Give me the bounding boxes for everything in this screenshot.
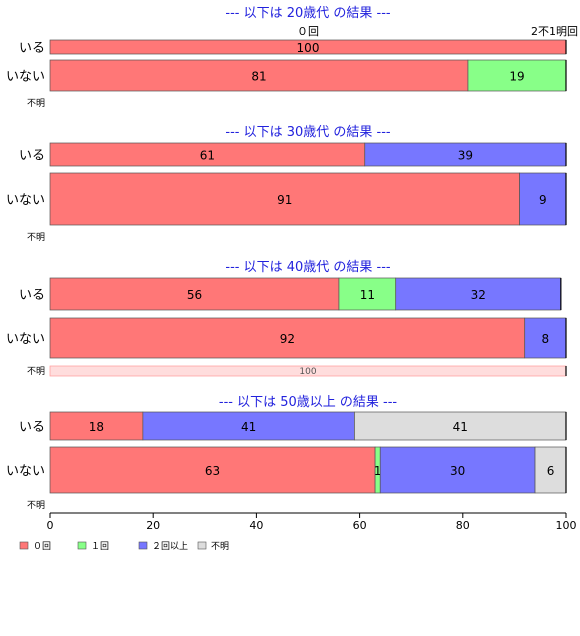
- bar-segment: [467, 59, 567, 92]
- data-label: 100: [299, 367, 316, 377]
- row-label: 不明: [27, 500, 45, 511]
- data-label: 81: [251, 70, 266, 84]
- data-label: 30: [450, 464, 465, 478]
- x-tick-label: 40: [249, 519, 263, 532]
- bar-segment: [534, 446, 567, 494]
- panel-title: --- 以下は 20歳代 の結果 ---: [225, 6, 391, 21]
- legend-swatch: [197, 541, 207, 550]
- bar-segment: [338, 277, 397, 311]
- data-label: 63: [205, 464, 220, 478]
- row-label: いる: [19, 41, 45, 56]
- top-label-right: 2不1明回: [531, 25, 578, 38]
- x-tick-label: 80: [456, 519, 470, 532]
- data-label: 1: [374, 464, 382, 478]
- x-tick-label: 100: [556, 519, 577, 532]
- bar-segment: [49, 317, 526, 359]
- row-label: いない: [6, 70, 45, 85]
- legend-label: １回: [91, 541, 109, 552]
- row-label: いる: [19, 288, 45, 303]
- bar-segment: [49, 172, 520, 226]
- data-label: 100: [297, 41, 320, 55]
- x-tick-label: 0: [47, 519, 54, 532]
- row-label: いる: [19, 420, 45, 435]
- panel-title: --- 以下は 40歳代 の結果 ---: [225, 260, 391, 275]
- legend-label: ２回以上: [152, 541, 188, 552]
- x-tick-label: 20: [146, 519, 160, 532]
- legend-swatch: [77, 541, 87, 550]
- row-label: 不明: [27, 98, 45, 109]
- data-label: 32: [471, 288, 486, 302]
- row-label: いない: [6, 332, 45, 347]
- bar-segment: [49, 59, 469, 92]
- data-label: 18: [89, 420, 104, 434]
- panel-title: --- 以下は 30歳代 の結果 ---: [225, 125, 391, 140]
- legend-swatch: [19, 541, 29, 550]
- data-label: 92: [280, 332, 295, 346]
- top-label-zero: ０回: [297, 25, 319, 38]
- data-label: 9: [539, 193, 547, 207]
- bar-segment: [354, 411, 567, 441]
- bar-segment: [519, 172, 567, 226]
- row-label: いる: [19, 149, 45, 164]
- bar-segment: [49, 277, 340, 311]
- bar-segment: [142, 411, 355, 441]
- data-label: 39: [458, 149, 473, 163]
- row-label: 不明: [27, 232, 45, 243]
- data-label: 41: [453, 420, 468, 434]
- data-label: 61: [200, 149, 215, 163]
- data-label: 56: [187, 288, 202, 302]
- bar-segment: [49, 446, 376, 494]
- data-label: 41: [241, 420, 256, 434]
- row-label: いない: [6, 464, 45, 479]
- bar-segment: [395, 277, 562, 311]
- legend-label: 不明: [211, 541, 229, 552]
- data-label: 8: [542, 332, 550, 346]
- legend-label: ０回: [33, 541, 51, 552]
- legend-swatch: [138, 541, 148, 550]
- bar-segment: [379, 446, 536, 494]
- row-label: いない: [6, 193, 45, 208]
- row-label: 不明: [27, 366, 45, 377]
- data-label: 6: [547, 464, 555, 478]
- x-tick-label: 60: [353, 519, 367, 532]
- data-label: 19: [509, 70, 524, 84]
- data-label: 11: [360, 288, 375, 302]
- panel-title: --- 以下は 50歳以上 の結果 ---: [219, 395, 398, 410]
- data-label: 91: [277, 193, 292, 207]
